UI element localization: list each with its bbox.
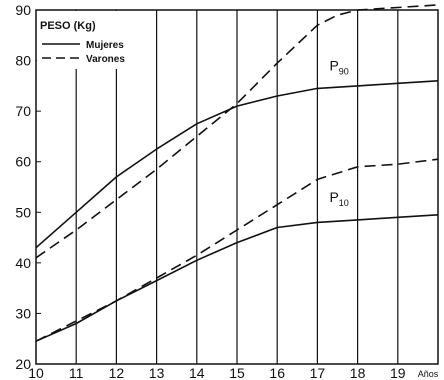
x-tick-label: 17: [310, 365, 326, 380]
y-tick-label: 30: [15, 305, 31, 321]
legend: PESO (Kg) Mujeres Varones: [37, 11, 151, 69]
x-axis-label: Años: [418, 369, 439, 379]
y-tick-label: 60: [15, 154, 31, 170]
x-tick-label: 14: [189, 365, 205, 380]
legend-label-varones: Varones: [86, 54, 125, 65]
x-tick-label: 18: [350, 365, 366, 380]
x-tick-label: 19: [390, 365, 406, 380]
legend-label-mujeres: Mujeres: [86, 40, 124, 51]
x-tick-label: 11: [69, 365, 84, 380]
x-tick-label: 16: [269, 365, 285, 380]
y-tick-label: 70: [15, 103, 31, 119]
legend-title: PESO (Kg): [40, 20, 96, 32]
x-tick-label: 15: [229, 365, 245, 380]
x-tick-label: 12: [109, 365, 125, 380]
y-tick-label: 80: [15, 53, 31, 69]
y-ticks: 20 30 40 50 60 70 80 90: [15, 2, 31, 372]
y-tick-label: 40: [15, 255, 31, 271]
grid: [36, 10, 399, 364]
percentile-label-p90: P90: [329, 58, 348, 77]
series-line-varones-p90: [35, 4, 439, 259]
x-tick-label: 13: [149, 365, 165, 380]
series-line-varones-p10: [35, 158, 439, 342]
percentile-label-p10: P10: [329, 189, 348, 208]
y-tick-label: 20: [15, 356, 31, 372]
series-group: [35, 4, 439, 342]
x-tick-label: 10: [28, 365, 44, 380]
legend-box: [37, 11, 151, 69]
percentile-annotations: P90 P10: [329, 58, 348, 208]
series-line-mujeres-p90: [35, 80, 439, 249]
x-ticks: 10 11 12 13 14 15 16 17 18 19: [28, 365, 406, 380]
y-tick-label: 90: [15, 2, 31, 18]
y-tick-label: 50: [15, 204, 31, 220]
